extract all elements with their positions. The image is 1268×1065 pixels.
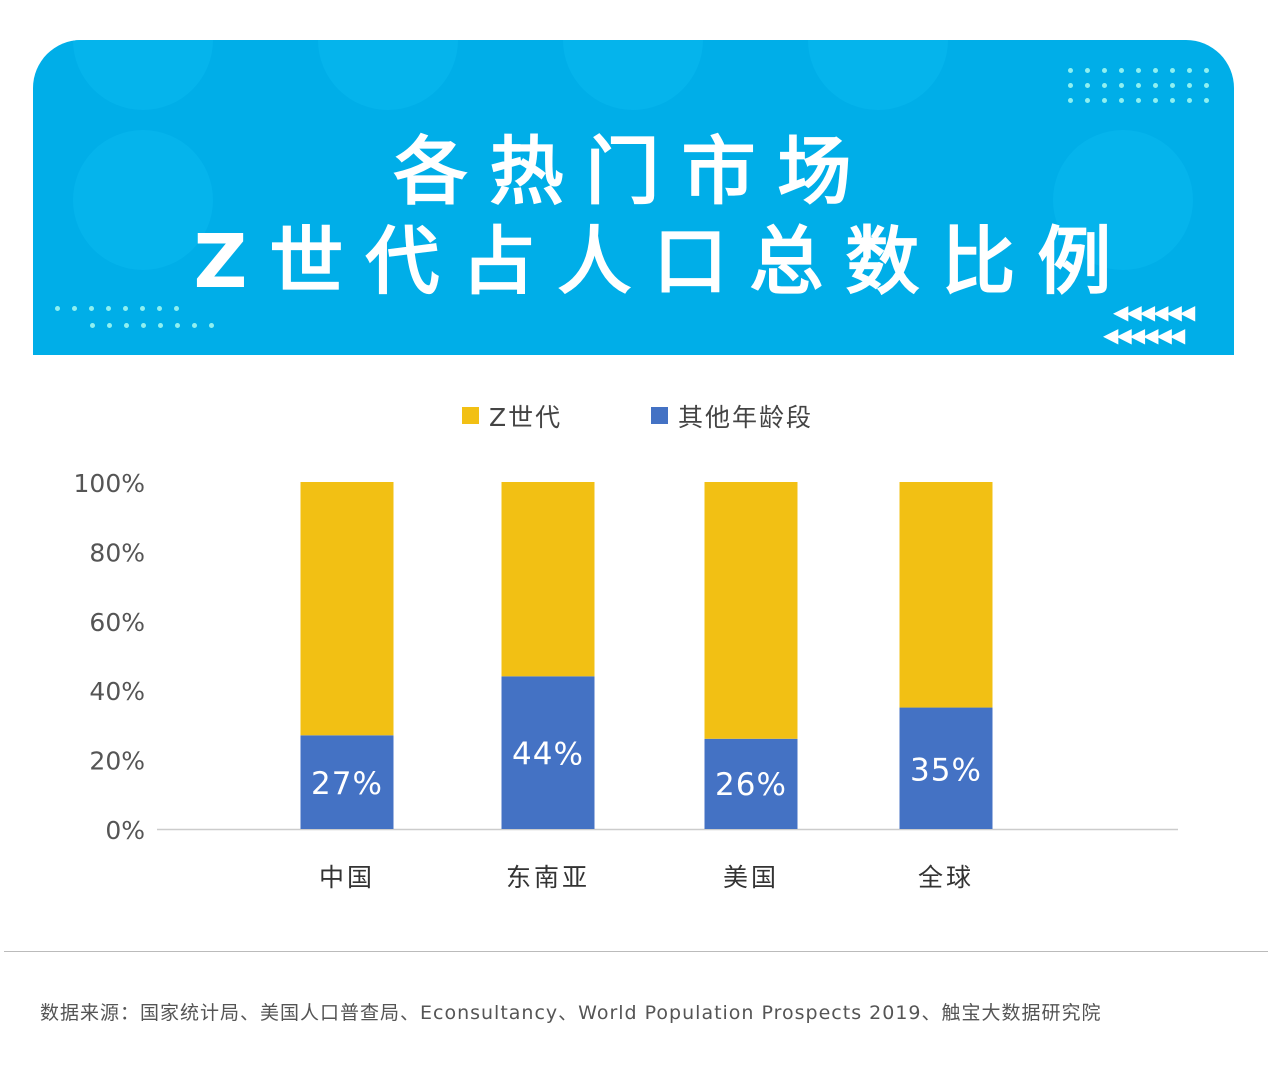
y-tick-label: 40% [89, 677, 145, 706]
decor-dots [55, 306, 179, 311]
data-label: 44% [512, 737, 584, 773]
title-line-1: 各热门市场 [393, 129, 874, 215]
stacked-bar-chart: Z世代 其他年龄段 0% 20% 40% 60% 80% 100% 27% 中国 44% 东南亚 26%… [74, 403, 1178, 892]
title-line-2: Z世代占人口总数比例 [193, 219, 1134, 305]
data-label: 26% [715, 767, 787, 803]
x-tick-label: 中国 [319, 863, 375, 892]
bar-gen-z [501, 482, 595, 677]
decor-circle [73, 40, 213, 110]
y-tick-label: 80% [89, 538, 145, 567]
data-label: 27% [311, 766, 383, 802]
bar-other [501, 676, 595, 829]
title-banner: ◀◀◀◀◀◀ ◀◀◀◀◀◀ 各热门市场 Z世代占人口总数比例 [33, 40, 1234, 355]
bar-other [300, 735, 394, 829]
bar-gen-z [704, 482, 798, 739]
decor-dots [90, 323, 214, 328]
x-tick-label: 全球 [918, 863, 974, 892]
decor-circle [1053, 130, 1193, 270]
legend-label: Z世代 [489, 403, 562, 432]
decor-circle [318, 40, 458, 110]
y-tick-label: 20% [89, 747, 145, 776]
y-tick-label: 100% [74, 469, 145, 498]
decor-dots [1068, 68, 1209, 103]
legend-swatch [651, 407, 668, 424]
decor-circle [808, 40, 948, 110]
x-tick-label: 美国 [723, 863, 779, 892]
divider [4, 951, 1268, 952]
legend-label: 其他年龄段 [678, 403, 813, 432]
decor-arrows-icon: ◀◀◀◀◀◀ [1113, 300, 1195, 324]
decor-circle [563, 40, 703, 110]
y-tick-label: 60% [89, 608, 145, 637]
y-tick-label: 0% [105, 816, 145, 845]
legend-swatch [462, 407, 479, 424]
source-note: 数据来源：国家统计局、美国人口普查局、Econsultancy、World Po… [40, 1002, 1102, 1024]
bar-other [899, 707, 993, 829]
bar-gen-z [899, 482, 993, 708]
bar-other [704, 738, 798, 829]
data-label: 35% [910, 752, 982, 788]
bar-gen-z [300, 482, 394, 736]
decor-arrows-icon: ◀◀◀◀◀◀ [1103, 323, 1185, 347]
decor-circle [73, 130, 213, 270]
x-tick-label: 东南亚 [506, 863, 590, 892]
